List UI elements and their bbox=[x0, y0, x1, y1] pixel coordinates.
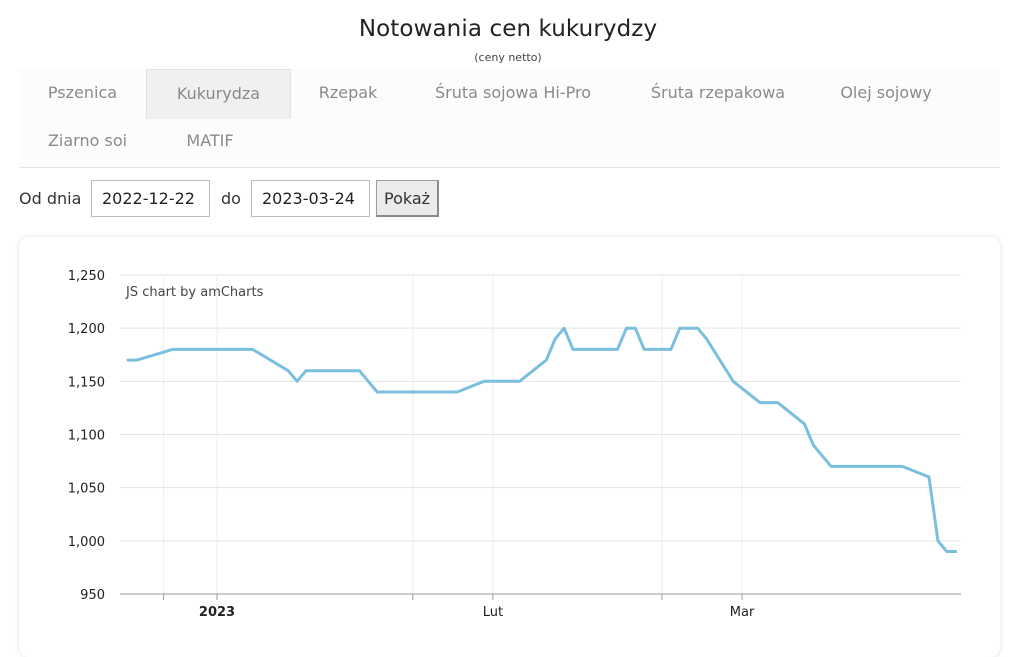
chart-card: 1,250 1,200 1,150 1,100 1,050 1,000 950 2023 Lu… bbox=[19, 237, 1000, 657]
price-chart: 1,250 1,200 1,150 1,100 1,050 1,000 950 2023 Lu… bbox=[68, 269, 961, 620]
page-title: Notowania cen kukurydzy bbox=[358, 16, 658, 42]
data-point[interactable] bbox=[127, 359, 130, 362]
data-point[interactable] bbox=[305, 369, 308, 372]
x-tick-label: 2023 bbox=[199, 605, 235, 620]
data-point[interactable] bbox=[251, 348, 254, 351]
to-date-input[interactable] bbox=[251, 180, 370, 217]
page-subtitle: (ceny netto) bbox=[474, 51, 542, 64]
data-point[interactable] bbox=[669, 348, 672, 351]
data-point[interactable] bbox=[678, 327, 681, 330]
data-point[interactable] bbox=[696, 327, 699, 330]
data-point[interactable] bbox=[483, 380, 486, 383]
amcharts-credit[interactable]: JS chart by amCharts bbox=[125, 285, 264, 300]
data-point[interactable] bbox=[634, 327, 637, 330]
to-label: do bbox=[221, 189, 241, 208]
tab-pszenica[interactable]: Pszenica bbox=[47, 83, 118, 102]
data-point[interactable] bbox=[518, 380, 521, 383]
data-point[interactable] bbox=[616, 348, 619, 351]
data-point[interactable] bbox=[625, 327, 628, 330]
data-point[interactable] bbox=[563, 327, 566, 330]
data-point[interactable] bbox=[376, 391, 379, 394]
data-point[interactable] bbox=[945, 550, 948, 553]
data-point[interactable] bbox=[732, 380, 735, 383]
date-filter: Od dnia do Pokaż bbox=[19, 180, 619, 217]
y-tick-label: 1,150 bbox=[68, 375, 105, 390]
data-point[interactable] bbox=[296, 380, 299, 383]
data-point[interactable] bbox=[803, 422, 806, 425]
data-point[interactable] bbox=[954, 550, 957, 553]
tab-kukurydza[interactable]: Kukurydza bbox=[146, 69, 291, 119]
data-point[interactable] bbox=[705, 337, 708, 340]
tab-sruta-sojowa[interactable]: Śruta sojowa Hi-Pro bbox=[434, 83, 591, 102]
tab-rzepak[interactable]: Rzepak bbox=[318, 83, 378, 102]
tab-olej-sojowy[interactable]: Olej sojowy bbox=[840, 83, 932, 102]
y-tick-label: 1,250 bbox=[68, 269, 105, 284]
data-point[interactable] bbox=[901, 465, 904, 468]
data-point[interactable] bbox=[821, 454, 824, 457]
data-point[interactable] bbox=[572, 348, 575, 351]
tab-sruta-rzepakowa[interactable]: Śruta rzepakowa bbox=[650, 83, 786, 102]
data-point[interactable] bbox=[287, 369, 290, 372]
data-point[interactable] bbox=[830, 465, 833, 468]
data-point[interactable] bbox=[936, 539, 939, 542]
data-point[interactable] bbox=[758, 401, 761, 404]
y-tick-label: 1,000 bbox=[68, 535, 105, 550]
data-point[interactable] bbox=[812, 444, 815, 447]
data-point[interactable] bbox=[171, 348, 174, 351]
show-button[interactable]: Pokaż bbox=[376, 180, 440, 217]
x-tick-label: Lut bbox=[483, 605, 503, 620]
data-point[interactable] bbox=[643, 348, 646, 351]
from-date-input[interactable] bbox=[91, 180, 210, 217]
price-series-line[interactable] bbox=[126, 326, 958, 553]
tab-matif[interactable]: MATIF bbox=[186, 131, 234, 150]
data-point[interactable] bbox=[928, 476, 931, 479]
data-point[interactable] bbox=[136, 359, 139, 362]
y-tick-label: 1,200 bbox=[68, 322, 105, 337]
tab-ziarno-soi[interactable]: Ziarno soi bbox=[47, 131, 128, 150]
data-point[interactable] bbox=[554, 337, 557, 340]
y-tick-label: 1,100 bbox=[68, 429, 105, 444]
data-point[interactable] bbox=[545, 359, 548, 362]
y-tick-label: 950 bbox=[80, 588, 105, 603]
from-label: Od dnia bbox=[19, 189, 82, 208]
data-point[interactable] bbox=[358, 369, 361, 372]
data-point[interactable] bbox=[776, 401, 779, 404]
data-point[interactable] bbox=[456, 391, 459, 394]
x-tick-label: Mar bbox=[730, 605, 755, 620]
commodity-tabs: Pszenica Kukurydza Rzepak Śruta sojowa H… bbox=[19, 69, 1000, 168]
y-tick-label: 1,050 bbox=[68, 482, 105, 497]
